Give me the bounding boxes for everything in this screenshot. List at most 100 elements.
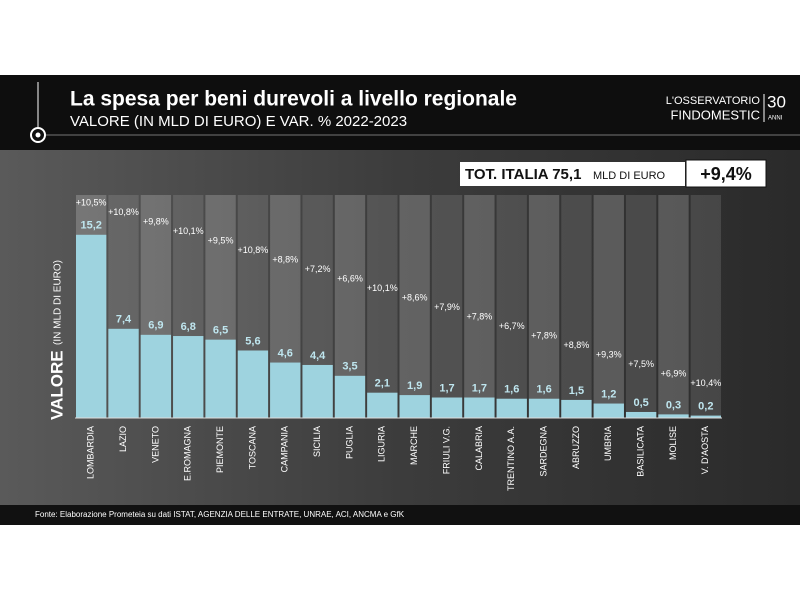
x-tick-label: MOLISE (668, 426, 678, 460)
x-tick-label: LAZIO (118, 426, 128, 452)
bar (237, 350, 269, 418)
y-label-unit: (IN MLD DI EURO) (53, 260, 64, 345)
bar (561, 399, 592, 418)
change-label: +8,8% (272, 254, 298, 264)
x-tick-label: CAMPANIA (280, 426, 290, 472)
change-label: +8,6% (402, 292, 428, 302)
total-label: TOT. ITALIA 75,1 (465, 166, 581, 183)
change-label: +9,5% (208, 235, 234, 245)
total-box (460, 162, 685, 186)
bar (528, 398, 560, 418)
value-label: 1,5 (569, 385, 584, 397)
bar (399, 395, 430, 418)
change-label: +10,5% (76, 197, 107, 207)
column-background (496, 195, 527, 418)
change-label: +10,1% (367, 283, 398, 293)
bar (76, 234, 107, 418)
header-band (0, 75, 800, 150)
bar (108, 328, 139, 418)
x-tick-label: TRENTINO A.A. (506, 426, 516, 491)
value-label: 0,5 (633, 397, 648, 409)
column-background (658, 195, 689, 418)
title: La spesa per beni durevoli a livello reg… (70, 88, 517, 111)
value-label: 0,3 (666, 399, 681, 411)
column-background (431, 195, 463, 418)
x-tick-label: PUGLIA (344, 426, 354, 459)
x-tick-label: PIEMONTE (215, 426, 225, 473)
value-label: 6,8 (181, 321, 196, 333)
logo-text: FINDOMESTIC (670, 107, 760, 122)
column-background (399, 195, 430, 418)
value-label: 1,7 (472, 382, 487, 394)
x-tick-label: VENETO (150, 426, 160, 463)
change-label: +7,8% (531, 330, 557, 340)
change-label: +10,4% (690, 378, 721, 388)
change-label: +10,1% (173, 226, 204, 236)
bar (593, 403, 624, 418)
change-label: +7,2% (305, 264, 331, 274)
x-tick-label: LIGURIA (377, 426, 387, 462)
value-label: 4,6 (278, 347, 293, 359)
x-tick-label: BASILICATA (636, 426, 646, 477)
change-label: +6,6% (337, 273, 363, 283)
value-label: 1,2 (601, 388, 616, 400)
bar (431, 397, 463, 418)
x-tick-label: ABRUZZO (571, 426, 581, 469)
change-label: +10,8% (238, 245, 269, 255)
x-tick-label: TOSCANA (247, 426, 257, 469)
change-label: +10,8% (108, 207, 139, 217)
value-label: 6,9 (148, 320, 163, 332)
x-tick-label: FRIULI V.G. (441, 426, 451, 474)
x-tick-label: E.ROMAGNA (183, 426, 193, 481)
bar (205, 339, 236, 418)
x-tick-label: UMBRIA (603, 426, 613, 461)
change-label: +8,8% (564, 340, 590, 350)
value-label: 0,2 (698, 400, 713, 412)
change-label: +9,3% (596, 349, 622, 359)
bar (140, 334, 172, 418)
column-background (593, 195, 624, 418)
value-label: 3,5 (342, 361, 357, 373)
x-tick-label: SARDEGNA (538, 426, 548, 477)
column-background (367, 195, 398, 418)
decor-circle (30, 127, 46, 143)
value-label: 5,6 (245, 335, 260, 347)
column-background (625, 195, 657, 418)
bar (302, 364, 333, 418)
x-tick-label: SICILIA (312, 426, 322, 457)
value-label: 7,4 (116, 314, 132, 326)
bar (658, 414, 689, 418)
value-label: 1,6 (536, 384, 551, 396)
value-label: 6,5 (213, 325, 228, 337)
subtitle: VALORE (IN MLD DI EURO) E VAR. % 2022-20… (70, 113, 407, 130)
y-axis-title: VALORE (IN MLD DI EURO) (47, 260, 66, 420)
change-label: +7,9% (434, 302, 460, 312)
bar (690, 415, 721, 418)
bar (464, 397, 495, 418)
value-label: 1,6 (504, 384, 519, 396)
change-label: +6,7% (499, 321, 525, 331)
change-label: +7,8% (466, 311, 492, 321)
total-change: +9,4% (700, 164, 752, 184)
value-label: 1,9 (407, 380, 422, 392)
bar (496, 398, 527, 418)
total-change-box (685, 159, 767, 188)
x-tick-label: V. D'AOSTA (700, 426, 710, 474)
bar (270, 362, 301, 418)
bar (367, 392, 398, 418)
value-label: 1,7 (439, 382, 454, 394)
value-label: 4,4 (310, 350, 326, 362)
footer-band (0, 505, 800, 525)
column-background (690, 195, 721, 418)
value-label: 15,2 (80, 220, 101, 232)
column-background (464, 195, 495, 418)
bar (625, 411, 657, 418)
logo-number: 30 (767, 92, 786, 111)
column-background (528, 195, 560, 418)
decor-circle (35, 132, 41, 138)
bar (173, 336, 204, 418)
x-tick-label: LOMBARDIA (86, 426, 96, 479)
y-label: VALORE (47, 350, 66, 420)
source: Fonte: Elaborazione Prometeia su dati IS… (35, 510, 405, 519)
x-tick-label: MARCHE (409, 426, 419, 465)
